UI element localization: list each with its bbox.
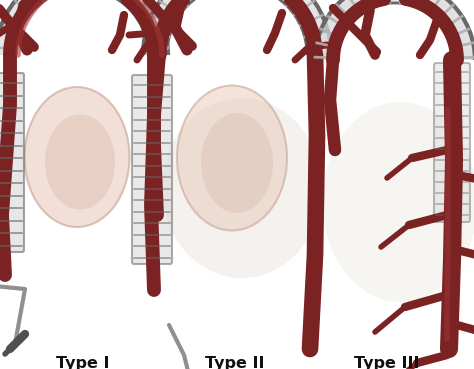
FancyBboxPatch shape bbox=[434, 63, 470, 222]
Text: Type II: Type II bbox=[205, 356, 264, 369]
Ellipse shape bbox=[25, 87, 129, 227]
FancyBboxPatch shape bbox=[132, 75, 172, 264]
Polygon shape bbox=[143, 0, 331, 55]
Text: Type III: Type III bbox=[354, 356, 419, 369]
FancyBboxPatch shape bbox=[0, 73, 24, 252]
Text: Type I: Type I bbox=[56, 356, 109, 369]
Ellipse shape bbox=[322, 102, 474, 302]
Ellipse shape bbox=[162, 98, 322, 278]
Polygon shape bbox=[0, 0, 168, 55]
Ellipse shape bbox=[45, 114, 115, 210]
Ellipse shape bbox=[177, 86, 287, 231]
Polygon shape bbox=[315, 0, 474, 60]
Ellipse shape bbox=[201, 113, 273, 213]
